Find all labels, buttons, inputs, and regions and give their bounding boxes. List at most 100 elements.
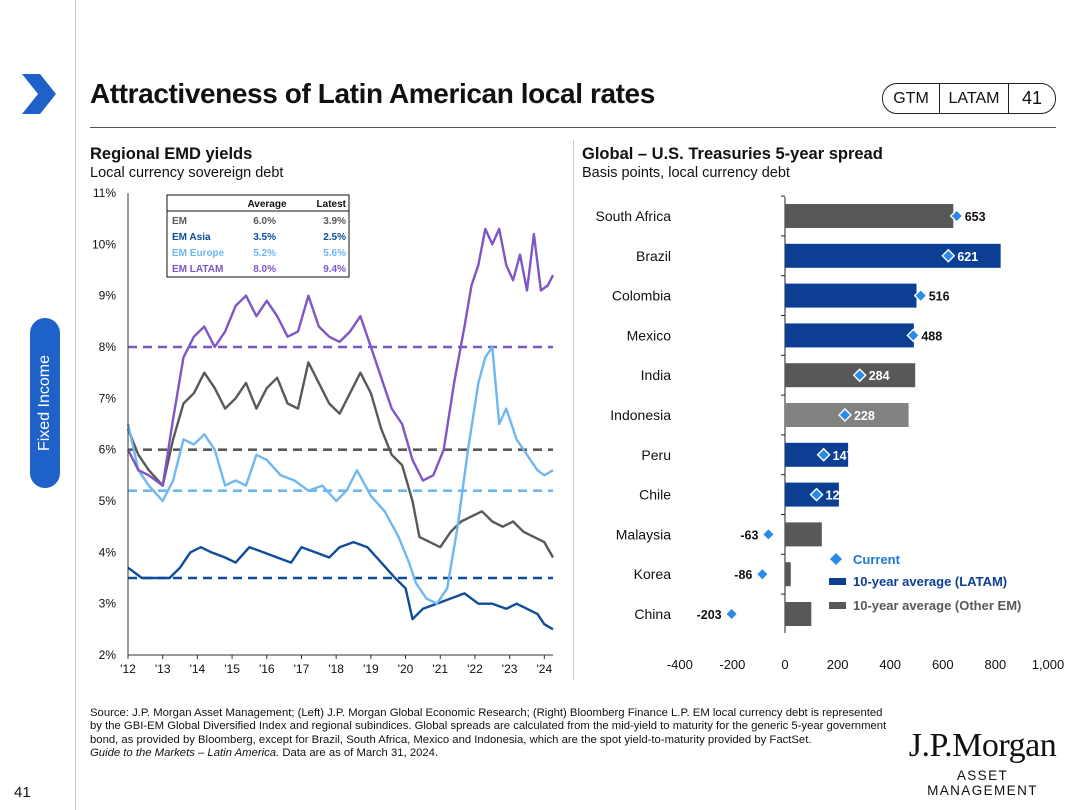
x-tick-label: '20	[398, 662, 414, 676]
table-row-name: EM Europe	[172, 248, 225, 259]
title-rule	[90, 127, 1056, 128]
series-line-em-asia	[127, 540, 554, 631]
bar-ten-year-average	[785, 283, 917, 308]
badge-page: 41	[1021, 88, 1043, 108]
bar-ten-year-average	[785, 243, 1001, 268]
footer-source: Source: J.P. Morgan Asset Management; (L…	[90, 707, 896, 761]
bar-ten-year-average	[785, 602, 812, 626]
category-label: India	[641, 367, 672, 383]
current-marker	[755, 567, 770, 582]
x-tick-label: '15	[224, 662, 240, 676]
y-tick-label: 3%	[99, 597, 117, 611]
right-chart-subtitle: Basis points, local currency debt	[582, 165, 790, 181]
y-tick-label: 6%	[99, 443, 117, 457]
x-tick-label: '23	[502, 662, 518, 676]
legend-current-label: Current	[853, 552, 901, 567]
bar-ten-year-average	[785, 562, 791, 587]
bar-ten-year-average	[785, 323, 914, 348]
right-chart-title: Global – U.S. Treasuries 5-year spread	[582, 145, 883, 163]
table-header-latest: Latest	[317, 199, 347, 210]
x-tick-label: '19	[363, 662, 379, 676]
table-header-average: Average	[247, 199, 287, 210]
asof-text: Data are as of March 31, 2024.	[279, 747, 439, 760]
table-row-latest: 9.4%	[323, 264, 346, 275]
category-label: China	[634, 606, 671, 622]
bar-ten-year-average	[785, 363, 916, 388]
source-text: Source: J.P. Morgan Asset Management; (L…	[90, 707, 887, 746]
category-label: Chile	[639, 487, 671, 503]
series-line-em	[126, 361, 555, 559]
series-line-em-europe	[126, 345, 554, 605]
y-tick-label: 5%	[99, 494, 117, 508]
current-value-label: 147	[833, 449, 854, 463]
x-tick-label: '18	[328, 662, 344, 676]
current-marker	[761, 527, 776, 542]
category-label: Brazil	[636, 248, 671, 264]
legend-latam-label: 10-year average (LATAM)	[853, 574, 1007, 589]
current-value-label: 621	[957, 250, 978, 264]
spread-legend: Current 10-year average (LATAM) 10-year av…	[829, 552, 1021, 613]
table-row-name: EM	[172, 216, 187, 227]
current-marker	[837, 408, 852, 422]
chevron-right-icon	[22, 74, 56, 114]
x-tick-label: '24	[537, 662, 553, 676]
y-tick-label: 10%	[92, 237, 116, 251]
category-label: Peru	[641, 447, 671, 463]
legend-other-label: 10-year average (Other EM)	[853, 598, 1021, 613]
x-tick-label: 1,000	[1032, 657, 1065, 672]
current-value-label: -63	[740, 528, 758, 542]
x-tick-label: 0	[781, 657, 788, 672]
legend-current-marker	[830, 553, 842, 565]
x-tick-label: '13	[155, 662, 171, 676]
legend-other-swatch	[829, 602, 846, 609]
current-marker	[906, 328, 921, 343]
table-row-latest: 3.9%	[323, 216, 346, 227]
current-marker	[724, 607, 739, 621]
bar-ten-year-average	[785, 522, 822, 547]
current-value-label: 653	[965, 210, 986, 224]
left-chart-subtitle: Local currency sovereign debt	[90, 165, 284, 181]
current-marker	[809, 487, 824, 502]
yield-summary-table: Average Latest EM 6.0% 3.9% EM Asia 3.5% 2.5%…	[166, 194, 350, 278]
category-label: Korea	[634, 566, 672, 582]
x-tick-label: '16	[259, 662, 275, 676]
table-row-latest: 5.6%	[323, 248, 346, 259]
page-title: Attractiveness of Latin American local r…	[90, 78, 655, 109]
table-row-average: 6.0%	[253, 216, 276, 227]
category-label: Indonesia	[610, 407, 671, 423]
table-row-average: 5.2%	[253, 248, 276, 259]
y-tick-label: 7%	[99, 391, 117, 405]
left-margin-rule	[75, 0, 76, 810]
table-row-average: 8.0%	[253, 264, 276, 275]
current-marker	[816, 447, 831, 462]
badge-region: LATAM	[939, 84, 1009, 113]
jpmorgan-logo: J.P.Morgan ASSET MANAGEMENT	[905, 727, 1060, 799]
series-line-em-latam	[126, 227, 555, 487]
current-marker	[913, 288, 928, 303]
guide-title: Guide to the Markets – Latin America.	[90, 747, 280, 760]
logo-name: J.P.Morgan	[908, 727, 1057, 764]
legend-latam-swatch	[829, 578, 846, 585]
category-label: South Africa	[596, 208, 672, 224]
y-tick-label: 11%	[93, 186, 116, 200]
current-marker	[949, 209, 964, 223]
logo-sub: ASSET MANAGEMENT	[927, 768, 1038, 798]
page-number: 41	[14, 784, 31, 801]
y-tick-label: 9%	[99, 289, 117, 303]
current-value-label: -86	[734, 568, 752, 582]
x-tick-label: 200	[827, 657, 849, 672]
current-value-label: 516	[929, 290, 950, 304]
x-tick-label: -200	[719, 657, 745, 672]
category-label: Colombia	[612, 288, 671, 304]
y-tick-label: 8%	[99, 340, 117, 354]
bar-ten-year-average	[785, 442, 849, 467]
current-value-label: 228	[854, 409, 875, 423]
x-tick-label: '22	[467, 662, 483, 676]
current-marker	[941, 248, 956, 263]
x-tick-label: 400	[879, 657, 901, 672]
section-tab[interactable]: Fixed Income	[30, 318, 60, 488]
x-tick-label: '21	[432, 662, 448, 676]
category-label: Mexico	[627, 327, 672, 343]
